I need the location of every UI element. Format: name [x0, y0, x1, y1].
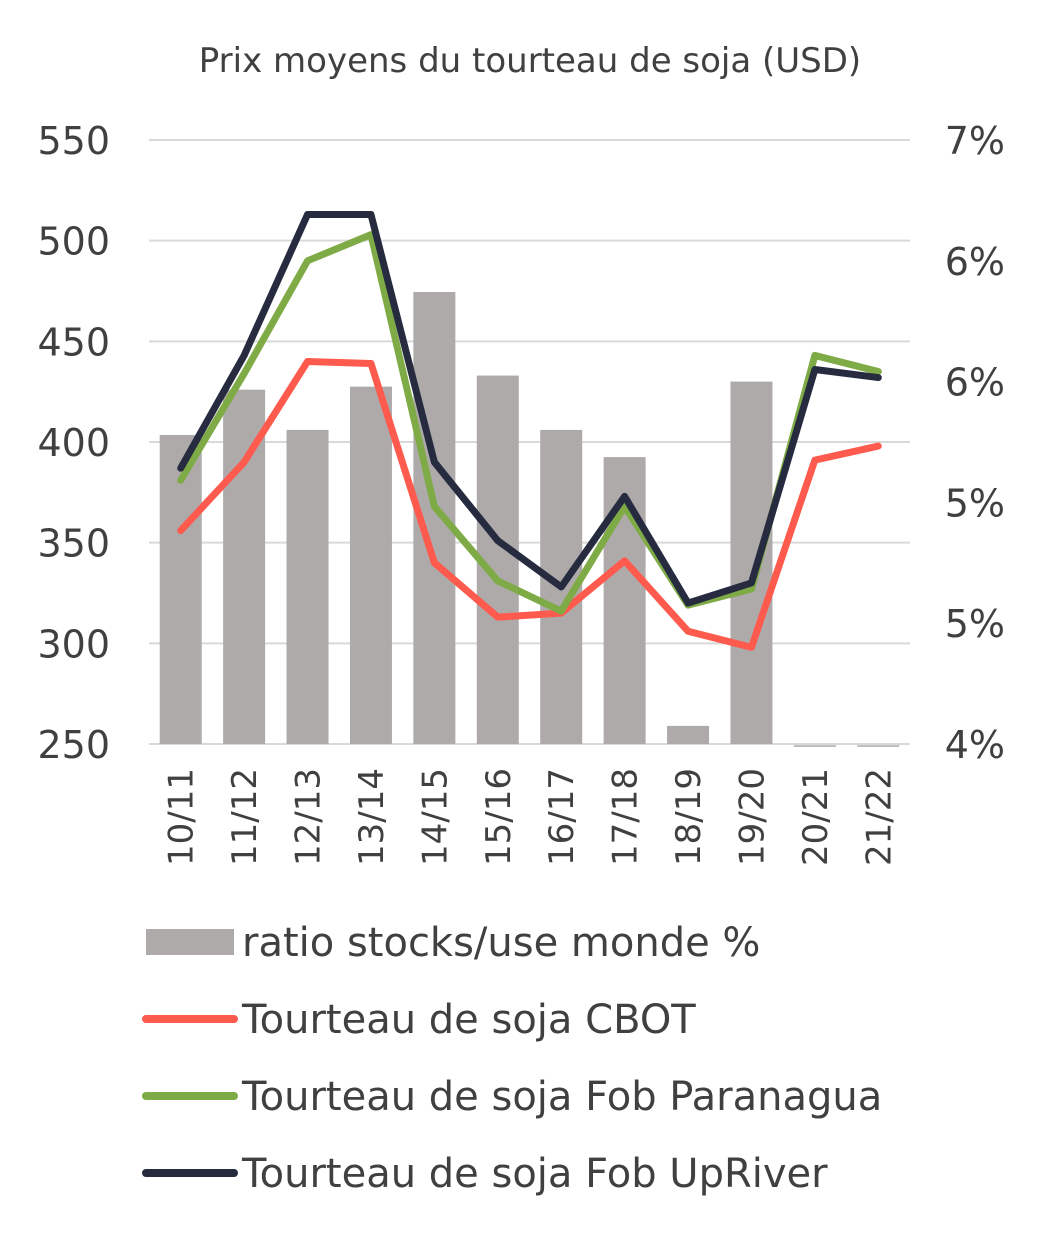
x-tick-label: 20/21 — [796, 768, 836, 866]
right-tick-label: 7% — [945, 119, 1005, 163]
x-tick-label: 21/22 — [859, 768, 899, 866]
bar — [349, 386, 392, 744]
x-tick-label: 19/20 — [732, 768, 772, 866]
series-line — [177, 357, 882, 651]
chart-title: Prix moyens du tourteau de soja (USD) — [199, 41, 861, 81]
x-tick-label: 15/16 — [479, 768, 519, 866]
legend-label: Tourteau de soja CBOT — [241, 997, 696, 1043]
legend: ratio stocks/use monde % Tourteau de soja… — [142, 920, 882, 1197]
legend-label: ratio stocks/use monde % — [242, 920, 760, 966]
series-line — [177, 210, 882, 607]
x-tick-label: 11/12 — [225, 768, 265, 866]
x-tick-label: 13/14 — [352, 768, 392, 866]
bar — [667, 725, 710, 744]
right-tick-label: 5% — [945, 602, 1005, 646]
left-axis: 250 300 350 400 450 500 550 — [37, 119, 110, 767]
legend-label: Tourteau de soja Fob UpRiver — [241, 1151, 828, 1197]
left-tick-label: 300 — [37, 622, 110, 666]
right-tick-label: 4% — [945, 723, 1005, 767]
left-tick-label: 500 — [37, 220, 110, 264]
x-tick-label: 10/11 — [162, 768, 202, 866]
bar — [223, 389, 266, 744]
right-axis: 4% 5% 5% 6% 6% 7% — [945, 119, 1005, 767]
x-tick-label: 14/15 — [415, 768, 455, 866]
left-tick-label: 550 — [37, 119, 110, 163]
x-axis: 10/11 11/12 12/13 13/14 14/15 15/16 16/17 17/18… — [162, 768, 900, 866]
bar — [286, 429, 329, 744]
x-tick-label: 18/19 — [669, 768, 709, 866]
bar-series — [159, 292, 900, 747]
series-line — [177, 231, 882, 615]
left-tick-label: 350 — [37, 522, 110, 566]
x-tick-label: 12/13 — [289, 768, 329, 866]
gridlines — [149, 139, 910, 745]
left-tick-label: 250 — [37, 723, 110, 767]
line-series — [177, 210, 882, 651]
legend-label: Tourteau de soja Fob Paranagua — [241, 1074, 882, 1120]
right-tick-label: 5% — [945, 481, 1005, 525]
right-tick-label: 6% — [945, 240, 1005, 284]
bar — [159, 434, 202, 744]
x-tick-label: 16/17 — [542, 768, 582, 866]
left-tick-label: 400 — [37, 421, 110, 465]
bar — [730, 381, 773, 744]
right-tick-label: 6% — [945, 361, 1005, 405]
legend-swatch — [146, 929, 234, 955]
left-tick-label: 450 — [37, 320, 110, 364]
x-tick-label: 17/18 — [606, 768, 646, 866]
